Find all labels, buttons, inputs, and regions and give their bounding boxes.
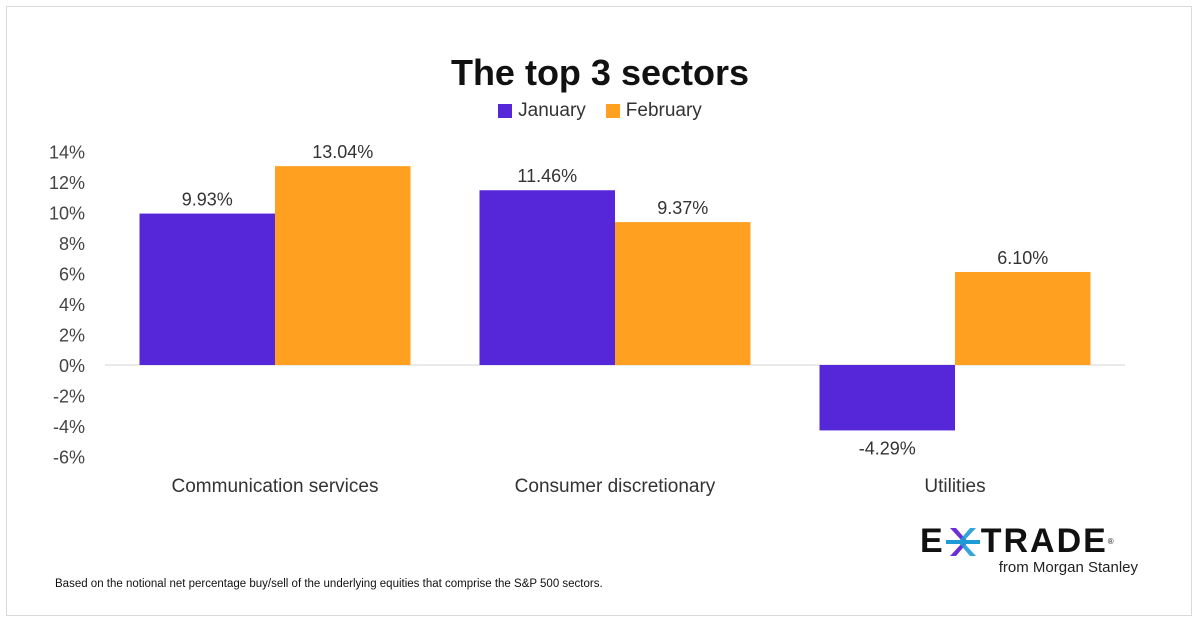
x-category-label: Utilities bbox=[924, 476, 985, 497]
legend-swatch bbox=[605, 104, 620, 118]
legend-swatch bbox=[498, 104, 513, 118]
bar-february bbox=[955, 271, 1091, 365]
y-tick-label: 6% bbox=[59, 265, 85, 285]
chart-frame bbox=[6, 6, 1192, 616]
data-label: 9.93% bbox=[182, 190, 233, 210]
y-tick-label: -4% bbox=[53, 417, 85, 437]
logo-subtitle: from Morgan Stanley bbox=[998, 559, 1138, 576]
legend-item-january: January bbox=[498, 100, 586, 122]
data-label: 9.37% bbox=[657, 198, 708, 218]
data-label: 6.10% bbox=[997, 248, 1048, 268]
x-category-label: Communication services bbox=[172, 476, 379, 497]
data-label: 13.04% bbox=[312, 142, 373, 162]
data-label: 11.46% bbox=[517, 166, 577, 186]
y-tick-label: 14% bbox=[49, 143, 85, 163]
chart-title: The top 3 sectors bbox=[450, 52, 750, 93]
legend-label: February bbox=[625, 100, 702, 121]
data-label: -4.29% bbox=[859, 438, 916, 458]
logo-star-icon bbox=[945, 527, 980, 556]
bar-february bbox=[275, 166, 411, 365]
bar-january bbox=[479, 190, 615, 365]
etrade-logo: E TRADE ® from Morgan Stanley bbox=[920, 522, 1138, 576]
bar-january bbox=[139, 213, 275, 365]
y-tick-label: 10% bbox=[49, 204, 85, 224]
y-tick-label: 8% bbox=[59, 234, 85, 254]
y-tick-label: -6% bbox=[53, 448, 85, 468]
footnote: Based on the notional net percentage buy… bbox=[55, 578, 603, 590]
y-tick-label: 12% bbox=[49, 173, 85, 193]
x-category-label: Consumer discretionary bbox=[515, 476, 716, 497]
legend-label: January bbox=[518, 100, 586, 121]
legend: January February bbox=[0, 100, 1200, 122]
legend-item-february: February bbox=[605, 100, 702, 122]
y-tick-label: 2% bbox=[59, 326, 85, 346]
bar-january bbox=[819, 365, 955, 431]
y-tick-label: 4% bbox=[59, 295, 85, 315]
y-tick-label: -2% bbox=[53, 387, 85, 407]
y-tick-label: 0% bbox=[59, 356, 85, 376]
bar-february bbox=[615, 222, 751, 365]
